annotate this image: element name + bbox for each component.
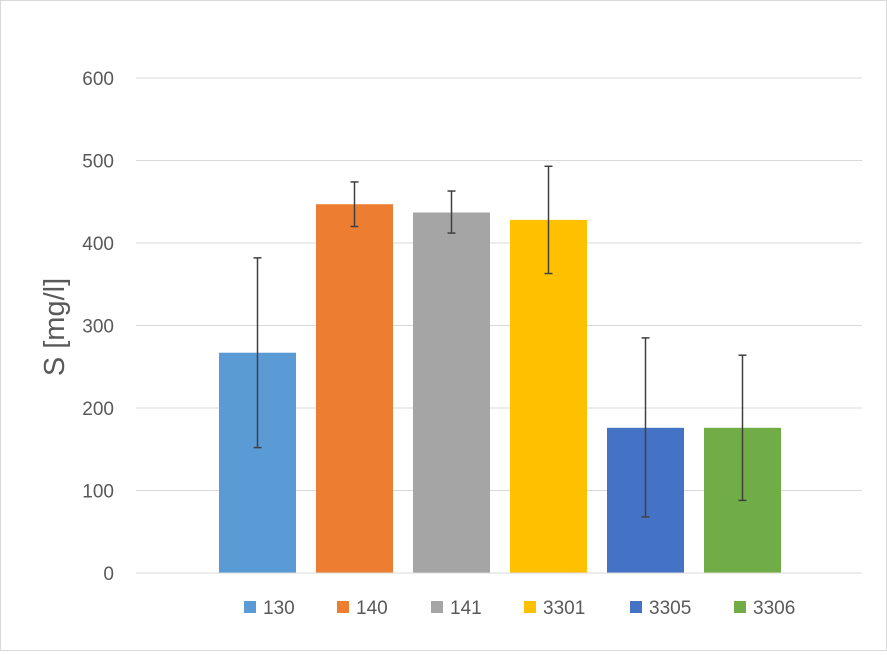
- bars: [219, 204, 781, 573]
- bar-141: [413, 212, 490, 573]
- error-bars: [253, 165, 747, 518]
- legend-item-3305: 3305: [630, 598, 691, 619]
- y-tick-label: 300: [82, 317, 114, 338]
- error-bar-3305: [641, 337, 650, 518]
- legend-swatch: [244, 601, 256, 613]
- legend-swatch: [630, 601, 642, 613]
- legend-label: 3306: [753, 598, 795, 619]
- legend-label: 140: [356, 598, 388, 619]
- legend-item-140: 140: [337, 598, 388, 619]
- error-bar-140: [350, 181, 359, 228]
- legend-item-130: 130: [244, 598, 295, 619]
- legend-label: 3301: [543, 598, 585, 619]
- y-tick-label: 0: [103, 564, 114, 585]
- y-tick-label: 200: [82, 399, 114, 420]
- error-bar-3306: [738, 354, 747, 502]
- legend-label: 130: [263, 598, 295, 619]
- legend-label: 3305: [649, 598, 691, 619]
- y-tick-label: 500: [82, 152, 114, 173]
- legend-swatch: [734, 601, 746, 613]
- legend-swatch: [337, 601, 349, 613]
- y-axis-ticks: 0 100 200 300 400 500 600: [82, 69, 114, 585]
- legend-item-141: 141: [431, 598, 482, 619]
- bar-140: [316, 204, 393, 573]
- error-bar-130: [253, 257, 262, 449]
- legend: 130 140 141 3301 3305 3306: [244, 598, 795, 619]
- bar-3301: [510, 219, 587, 573]
- y-axis-title: S [mg/l]: [39, 278, 71, 376]
- legend-item-3306: 3306: [734, 598, 795, 619]
- legend-swatch: [524, 601, 536, 613]
- error-bar-3301: [544, 165, 553, 275]
- y-tick-label: 100: [82, 482, 114, 503]
- y-tick-label: 600: [82, 69, 114, 90]
- error-bar-141: [447, 190, 456, 234]
- legend-swatch: [431, 601, 443, 613]
- legend-label: 141: [450, 598, 482, 619]
- y-tick-label: 400: [82, 234, 114, 255]
- legend-item-3301: 3301: [524, 598, 585, 619]
